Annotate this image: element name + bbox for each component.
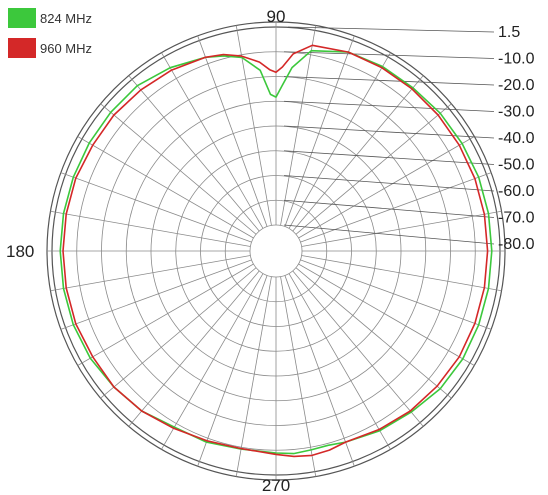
grid-spoke <box>292 75 424 232</box>
legend-swatch-824mhz <box>8 8 36 28</box>
scale-tick-label: -30.0 <box>498 104 535 121</box>
grid-spoke <box>50 210 251 247</box>
grid-spoke <box>128 75 260 232</box>
scale-tick-label: -70.0 <box>498 210 535 227</box>
grid-spoke <box>60 172 252 243</box>
scale-tick-label: -80.0 <box>498 236 535 253</box>
grid-ring <box>249 224 303 278</box>
grid-spoke <box>284 35 355 227</box>
scale-leader-line <box>283 51 495 59</box>
legend: 824 MHz 960 MHz <box>8 8 92 68</box>
grid-spoke <box>298 136 475 239</box>
legend-item-824mhz: 824 MHz <box>8 8 92 28</box>
legend-label-960mhz: 960 MHz <box>40 40 93 56</box>
scale-leader-line <box>283 175 495 192</box>
grid-spoke <box>161 273 264 450</box>
pattern-traces <box>59 44 493 458</box>
grid-spoke <box>100 103 257 235</box>
polar-grid <box>46 21 506 481</box>
radial-scale: 1.5 -10.0 -20.0 -30.0 -40.0 -50.0 -60.0 -70.0 -8… <box>283 24 535 253</box>
grid-spoke <box>280 25 317 226</box>
grid-spoke <box>300 172 492 243</box>
legend-label-824mhz: 824 MHz <box>40 10 93 26</box>
scale-leader-line <box>283 150 495 165</box>
angle-label-180: 180 <box>6 242 34 261</box>
legend-swatch-960mhz <box>8 38 36 58</box>
angle-label-270: 270 <box>262 476 290 495</box>
scale-tick-label: -20.0 <box>498 77 535 94</box>
legend-item-960mhz: 960 MHz <box>8 38 92 58</box>
scale-tick-label: -10.0 <box>498 51 535 68</box>
grid-spoke <box>280 276 317 477</box>
scale-tick-label: -50.0 <box>498 157 535 174</box>
grid-spoke <box>288 273 391 450</box>
scale-tick-label: -60.0 <box>498 183 535 200</box>
scale-leader-line <box>283 224 495 245</box>
grid-spoke <box>161 52 264 229</box>
grid-spoke <box>295 103 452 235</box>
scale-leader-line <box>283 100 495 112</box>
scale-leader-line <box>287 26 495 33</box>
grid-spoke <box>301 210 502 247</box>
angle-label-90: 90 <box>267 7 286 26</box>
grid-spoke <box>295 267 452 399</box>
scale-leader-line <box>283 199 495 218</box>
grid-spoke <box>128 270 260 427</box>
grid-spoke <box>197 275 268 467</box>
grid-spoke <box>197 35 268 227</box>
grid-spoke <box>301 255 502 292</box>
scale-leader-line <box>283 76 495 86</box>
grid-spoke <box>292 270 424 427</box>
grid-spoke <box>284 275 355 467</box>
grid-spoke <box>300 259 492 330</box>
grid-spoke <box>77 263 254 366</box>
scale-leader-line <box>283 125 495 139</box>
grid-spoke <box>288 52 391 229</box>
scale-tick-label: -40.0 <box>498 130 535 147</box>
grid-spoke <box>100 267 257 399</box>
series-line-1 <box>62 44 489 458</box>
grid-spoke <box>235 276 272 477</box>
grid-spoke <box>235 25 272 226</box>
grid-spoke <box>60 259 252 330</box>
grid-spoke <box>298 263 475 366</box>
grid-spoke <box>50 255 251 292</box>
angle-labels: 90 180 270 <box>6 7 290 495</box>
scale-tick-label: 1.5 <box>498 24 520 41</box>
grid-spoke <box>77 136 254 239</box>
